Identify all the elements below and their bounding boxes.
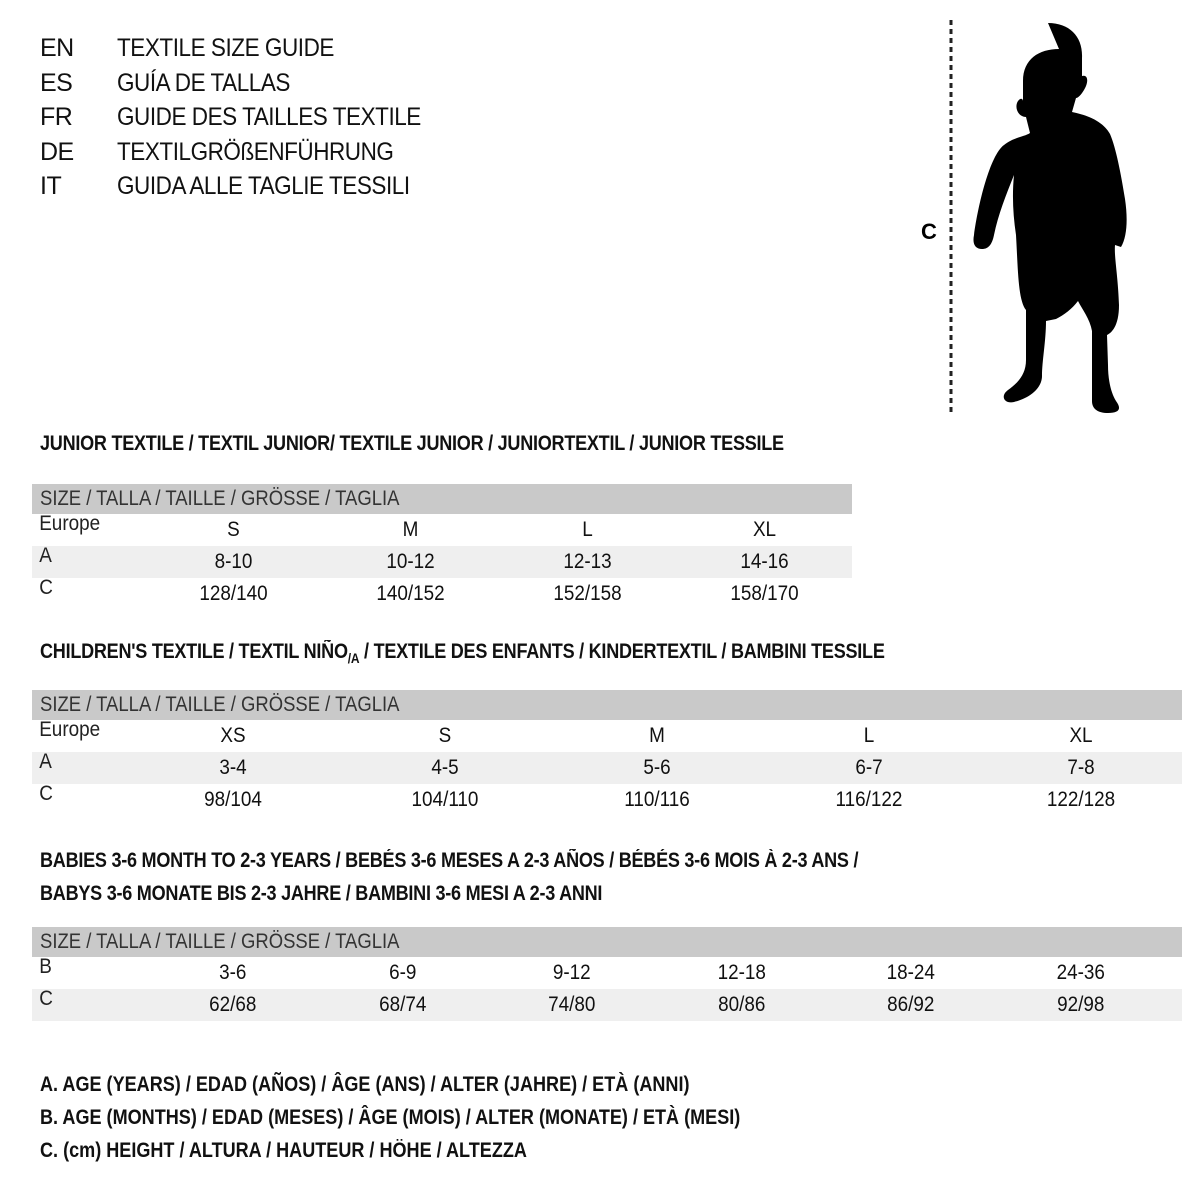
table-cell: XS (220, 724, 246, 747)
table-cell: 3-6 (219, 961, 247, 984)
babies-section-title-line1: BABIES 3-6 MONTH TO 2-3 YEARS / BEBÉS 3-… (40, 849, 859, 872)
table-cell: 18-24 (886, 961, 935, 984)
table-cell: 152/158 (553, 582, 622, 605)
table-cell: S (227, 518, 240, 541)
table-cell: 98/104 (204, 788, 262, 811)
title-text: TEXTILGRÖßENFÜHRUNG (117, 137, 394, 166)
table-cell: 62/68 (209, 993, 257, 1016)
row-label: A (39, 750, 52, 773)
language-code: ES (40, 68, 73, 97)
table-cell: 116/122 (835, 788, 903, 811)
junior-section-title: JUNIOR TEXTILE / TEXTIL JUNIOR/ TEXTILE … (40, 432, 784, 455)
height-label-c: C (921, 219, 937, 244)
table-cell: 80/86 (717, 993, 765, 1016)
child-silhouette-figure: C (921, 20, 1127, 415)
language-code: IT (40, 172, 62, 200)
junior-size-table: SIZE / TALLA / TAILLE / GRÖSSE / TAGLIA … (32, 484, 852, 610)
table-cell: 12-18 (717, 961, 766, 984)
table-cell: M (402, 518, 419, 541)
table-cell: 68/74 (378, 993, 426, 1016)
table-cell: 7-8 (1067, 756, 1095, 779)
legend-a: A. AGE (YEARS) / EDAD (AÑOS) / ÂGE (ANS)… (40, 1073, 690, 1096)
table-cell: 128/140 (199, 582, 268, 605)
table-cell: 9-12 (552, 961, 591, 984)
row-label: C (39, 576, 53, 599)
table-header: SIZE / TALLA / TAILLE / GRÖSSE / TAGLIA (32, 690, 1182, 720)
table-cell: XL (752, 518, 777, 541)
table-cell: 3-4 (219, 756, 247, 779)
row-label: A (39, 544, 52, 567)
table-row: B 3-6 6-9 9-12 12-18 18-24 24-36 (32, 955, 1182, 989)
babies-section-title-line2: BABYS 3-6 MONATE BIS 2-3 JAHRE / BAMBINI… (40, 882, 603, 905)
legend-b: B. AGE (MONTHS) / EDAD (MESES) / ÂGE (MO… (40, 1106, 741, 1129)
table-row: C 62/68 68/74 74/80 80/86 86/92 92/98 (32, 987, 1182, 1021)
table-cell: 104/110 (411, 788, 479, 811)
table-cell: 158/170 (730, 582, 799, 605)
table-cell: 140/152 (376, 582, 445, 605)
title-subscript: /A (347, 650, 360, 666)
children-size-table: SIZE / TALLA / TAILLE / GRÖSSE / TAGLIA … (32, 690, 1182, 816)
row-label: Europe (39, 718, 101, 741)
title-text: GUIDE DES TAILLES TEXTILE (117, 103, 421, 131)
table-cell: 10-12 (386, 550, 435, 573)
row-label: C (39, 987, 53, 1010)
table-row: A 3-4 4-5 5-6 6-7 7-8 (32, 750, 1182, 784)
table-cell: 122/128 (1046, 788, 1116, 811)
row-label: C (39, 782, 53, 805)
table-row: Europe XS S M L XL (32, 718, 1182, 752)
table-header: SIZE / TALLA / TAILLE / GRÖSSE / TAGLIA (32, 927, 1182, 957)
table-cell: 92/98 (1056, 993, 1104, 1016)
table-row: C 128/140 140/152 152/158 158/170 (32, 576, 852, 610)
table-cell: 4-5 (431, 756, 459, 779)
header-text: SIZE / TALLA / TAILLE / GRÖSSE / TAGLIA (40, 930, 400, 953)
table-cell: 6-9 (388, 961, 416, 984)
title-part: CHILDREN'S TEXTILE / TEXTIL NIÑO (40, 640, 348, 663)
row-label: Europe (39, 512, 101, 535)
table-cell: 110/116 (624, 788, 690, 811)
table-cell: 24-36 (1056, 961, 1105, 984)
table-cell: XL (1069, 724, 1093, 747)
title-text: GUIDA ALLE TAGLIE TESSILI (117, 172, 410, 200)
table-header: SIZE / TALLA / TAILLE / GRÖSSE / TAGLIA (32, 484, 852, 514)
language-code: DE (40, 137, 74, 166)
header-text: SIZE / TALLA / TAILLE / GRÖSSE / TAGLIA (40, 487, 400, 510)
table-cell: L (863, 724, 875, 747)
table-cell: M (649, 724, 665, 747)
table-row: Europe S M L XL (32, 512, 852, 546)
table-cell: 8-10 (214, 550, 253, 573)
header-text: SIZE / TALLA / TAILLE / GRÖSSE / TAGLIA (40, 693, 400, 716)
child-silhouette-icon (973, 23, 1127, 413)
legend-c: C. (cm) HEIGHT / ALTURA / HAUTEUR / HÖHE… (40, 1139, 527, 1162)
title-text: TEXTILE SIZE GUIDE (117, 34, 334, 62)
table-cell: 86/92 (887, 993, 935, 1016)
table-cell: 6-7 (855, 756, 883, 779)
row-label: B (39, 955, 52, 978)
language-code: EN (40, 34, 74, 62)
title-part: / TEXTILE DES ENFANTS / KINDERTEXTIL / B… (359, 640, 885, 663)
table-cell: 14-16 (740, 550, 789, 573)
table-cell: 12-13 (563, 550, 612, 573)
language-code: FR (40, 103, 73, 131)
children-section-title: CHILDREN'S TEXTILE / TEXTIL NIÑO/A / TEX… (40, 640, 885, 666)
table-cell: S (438, 724, 452, 747)
title-text: GUÍA DE TALLAS (117, 68, 290, 97)
table-cell: 5-6 (643, 756, 671, 779)
table-row: A 8-10 10-12 12-13 14-16 (32, 544, 852, 578)
table-cell: L (582, 518, 593, 541)
babies-size-table: SIZE / TALLA / TAILLE / GRÖSSE / TAGLIA … (32, 927, 1182, 1021)
table-row: C 98/104 104/110 110/116 116/122 122/128 (32, 782, 1182, 816)
table-cell: 74/80 (548, 993, 596, 1016)
